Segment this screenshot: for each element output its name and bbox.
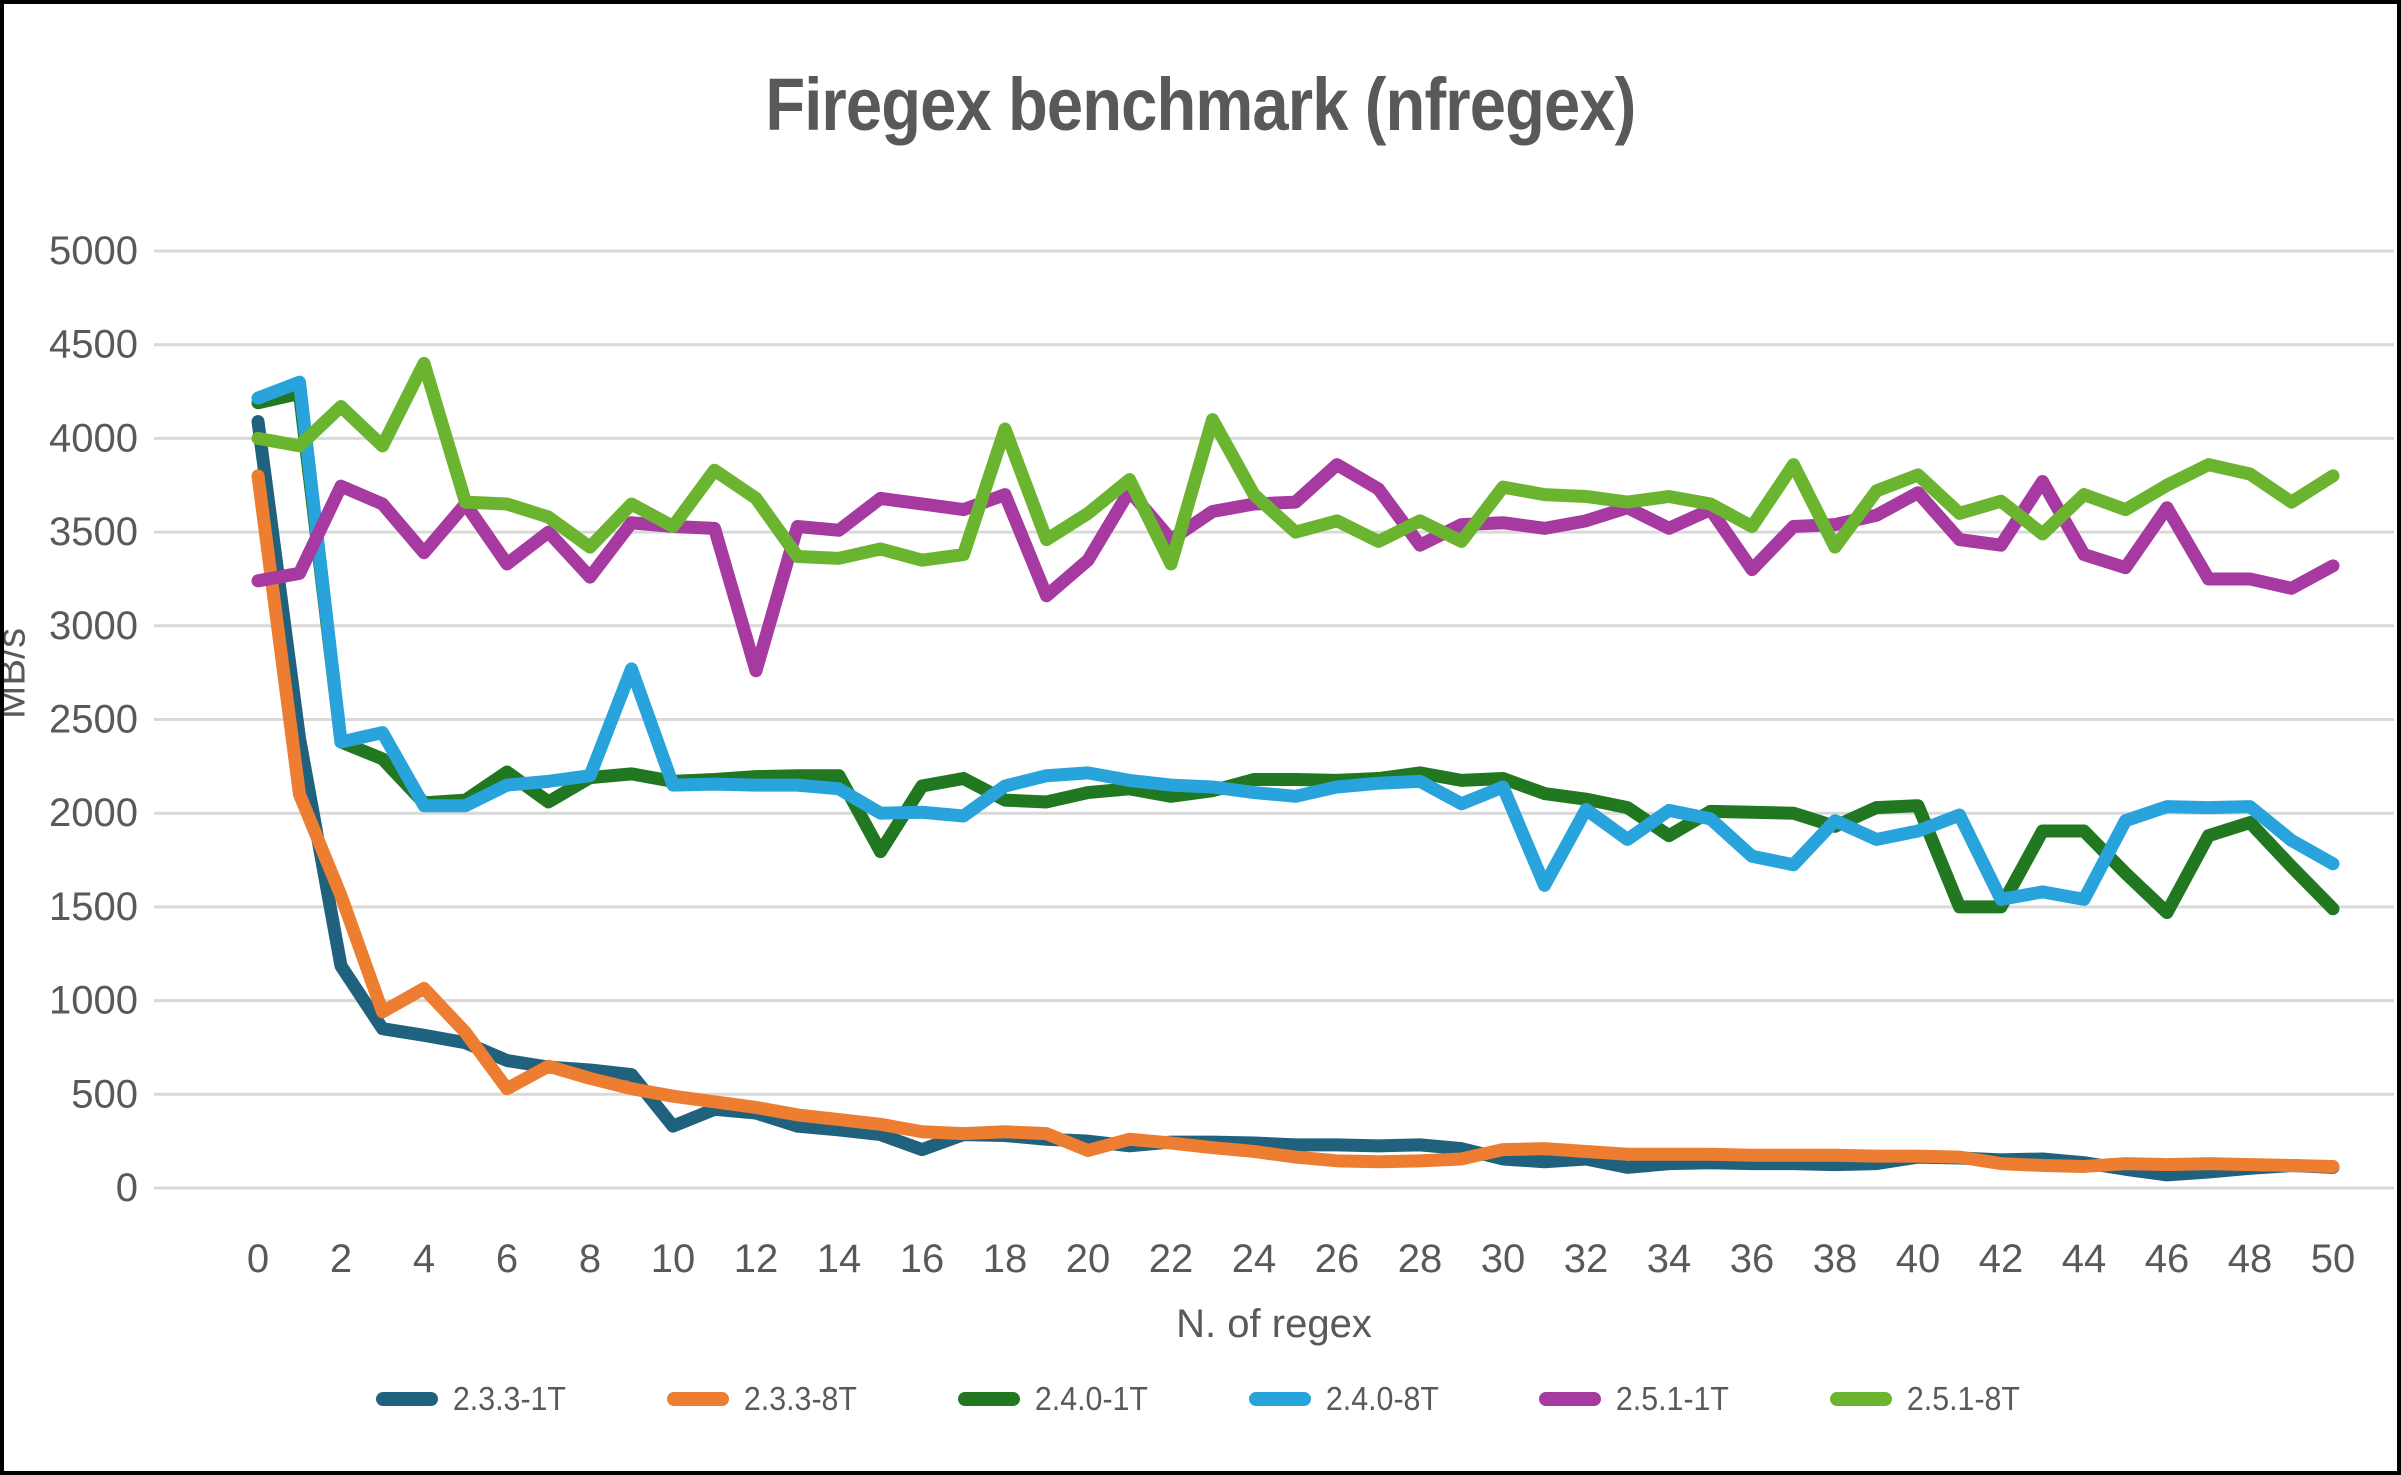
legend-item-2.5.1-8T: 2.5.1-8T xyxy=(1830,1380,2025,1418)
legend-swatch-icon xyxy=(1830,1392,1893,1406)
y-tick-label-1000: 1000 xyxy=(49,979,138,1023)
x-tick-label-2: 2 xyxy=(330,1237,352,1281)
chart-canvas-wrap: 0 500 1000 1500 2000 2500 3000 3500 4000 4500 5000… xyxy=(4,4,2397,1471)
y-tick-label-5000: 5000 xyxy=(49,229,138,273)
x-tick-label-38: 38 xyxy=(1813,1237,1858,1281)
legend-swatch-icon xyxy=(1539,1392,1602,1406)
y-tick-label-4000: 4000 xyxy=(49,416,138,460)
y-tick-label-3500: 3500 xyxy=(49,510,138,554)
y-axis-title: MB/s xyxy=(0,627,34,719)
legend-swatch-icon xyxy=(1248,1392,1311,1406)
chart-legend: 2.3.3-1T 2.3.3-8T 2.4.0-1T 2.4.0-8T 2.5.1-1T… xyxy=(4,1380,2397,1418)
legend-item-2.5.1-1T: 2.5.1-1T xyxy=(1539,1380,1734,1418)
legend-label: 2.3.3-1T xyxy=(452,1380,566,1417)
x-tick-label-26: 26 xyxy=(1315,1237,1360,1281)
series-line-2.5.1-8T xyxy=(251,356,2340,571)
legend-item-2.4.0-1T: 2.4.0-1T xyxy=(957,1380,1153,1418)
x-tick-label-12: 12 xyxy=(734,1237,779,1281)
legend-label: 2.5.1-8T xyxy=(1907,1380,2021,1417)
x-tick-label-46: 46 xyxy=(2145,1237,2190,1281)
x-tick-label-14: 14 xyxy=(817,1237,862,1281)
legend-item-2.4.0-8T: 2.4.0-8T xyxy=(1248,1380,1444,1418)
x-tick-label-44: 44 xyxy=(2062,1237,2107,1281)
y-tick-label-1500: 1500 xyxy=(49,885,138,929)
y-tick-label-2500: 2500 xyxy=(49,698,138,742)
y-tick-label-500: 500 xyxy=(71,1072,138,1116)
x-tick-label-16: 16 xyxy=(900,1237,945,1281)
legend-swatch-icon xyxy=(375,1392,438,1406)
x-tick-label-30: 30 xyxy=(1481,1237,1526,1281)
x-tick-label-24: 24 xyxy=(1232,1237,1277,1281)
x-tick-label-6: 6 xyxy=(496,1237,518,1281)
x-tick-label-4: 4 xyxy=(413,1237,435,1281)
legend-item-2.3.3-1T: 2.3.3-1T xyxy=(375,1380,571,1418)
x-tick-label-40: 40 xyxy=(1896,1237,1941,1281)
legend-label: 2.4.0-8T xyxy=(1325,1380,1439,1417)
x-tick-label-48: 48 xyxy=(2228,1237,2273,1281)
legend-label: 2.4.0-1T xyxy=(1034,1380,1148,1417)
x-tick-label-0: 0 xyxy=(247,1237,269,1281)
x-tick-label-10: 10 xyxy=(651,1237,696,1281)
legend-item-2.3.3-8T: 2.3.3-8T xyxy=(666,1380,862,1418)
x-tick-label-28: 28 xyxy=(1398,1237,1443,1281)
legend-label: 2.3.3-8T xyxy=(743,1380,857,1417)
x-tick-label-50: 50 xyxy=(2311,1237,2356,1281)
line-chart-canvas: 0500100015002000250030003500400045005000… xyxy=(49,229,2394,1281)
series-line-2.3.3-8T xyxy=(251,469,2340,1173)
chart-title: Firegex benchmark (nfregex) xyxy=(4,62,2397,147)
legend-label: 2.5.1-1T xyxy=(1616,1380,1730,1417)
legend-swatch-icon xyxy=(666,1392,729,1406)
y-tick-label-4500: 4500 xyxy=(49,323,138,367)
legend-swatch-icon xyxy=(957,1392,1020,1406)
x-tick-label-42: 42 xyxy=(1979,1237,2024,1281)
chart-title-text: Firegex benchmark (nfregex) xyxy=(765,63,1636,146)
x-tick-label-34: 34 xyxy=(1647,1237,1692,1281)
x-tick-label-8: 8 xyxy=(579,1237,601,1281)
x-tick-label-20: 20 xyxy=(1066,1237,1111,1281)
y-tick-label-3000: 3000 xyxy=(49,604,138,648)
series-line-2.4.0-8T xyxy=(251,375,2340,906)
x-tick-label-32: 32 xyxy=(1564,1237,1609,1281)
x-axis-title: N. of regex xyxy=(1176,1302,1372,1346)
x-tick-label-22: 22 xyxy=(1149,1237,1194,1281)
series-line-2.4.0-1T xyxy=(251,386,2340,920)
y-tick-label-0: 0 xyxy=(116,1166,138,1210)
y-tick-label-2000: 2000 xyxy=(49,791,138,835)
x-tick-label-18: 18 xyxy=(983,1237,1028,1281)
series-line-2.5.1-1T xyxy=(251,458,2340,678)
x-tick-label-36: 36 xyxy=(1730,1237,1775,1281)
